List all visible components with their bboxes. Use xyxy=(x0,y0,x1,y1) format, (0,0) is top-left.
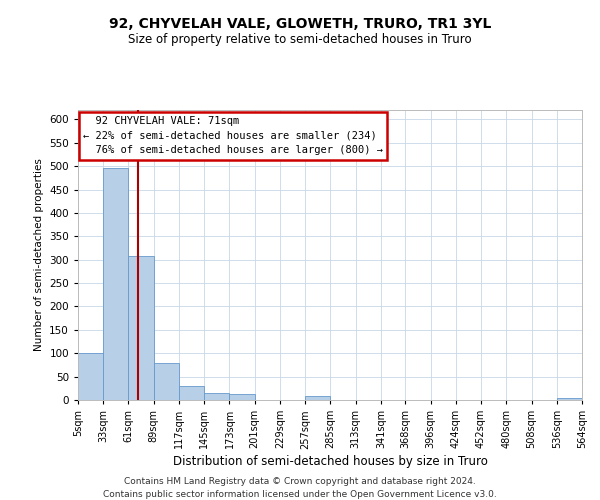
Text: Size of property relative to semi-detached houses in Truro: Size of property relative to semi-detach… xyxy=(128,32,472,46)
Text: 92, CHYVELAH VALE, GLOWETH, TRURO, TR1 3YL: 92, CHYVELAH VALE, GLOWETH, TRURO, TR1 3… xyxy=(109,18,491,32)
Bar xyxy=(229,394,255,400)
Bar xyxy=(305,396,331,400)
Bar xyxy=(78,353,103,400)
Bar xyxy=(179,386,204,400)
Bar xyxy=(204,393,229,400)
Bar xyxy=(103,168,128,400)
Text: 92 CHYVELAH VALE: 71sqm
← 22% of semi-detached houses are smaller (234)
  76% of: 92 CHYVELAH VALE: 71sqm ← 22% of semi-de… xyxy=(83,116,383,156)
Text: Contains public sector information licensed under the Open Government Licence v3: Contains public sector information licen… xyxy=(103,490,497,499)
Bar xyxy=(128,256,154,400)
Text: Contains HM Land Registry data © Crown copyright and database right 2024.: Contains HM Land Registry data © Crown c… xyxy=(124,478,476,486)
X-axis label: Distribution of semi-detached houses by size in Truro: Distribution of semi-detached houses by … xyxy=(173,456,487,468)
Y-axis label: Number of semi-detached properties: Number of semi-detached properties xyxy=(34,158,44,352)
Bar xyxy=(557,398,582,400)
Bar xyxy=(154,362,179,400)
